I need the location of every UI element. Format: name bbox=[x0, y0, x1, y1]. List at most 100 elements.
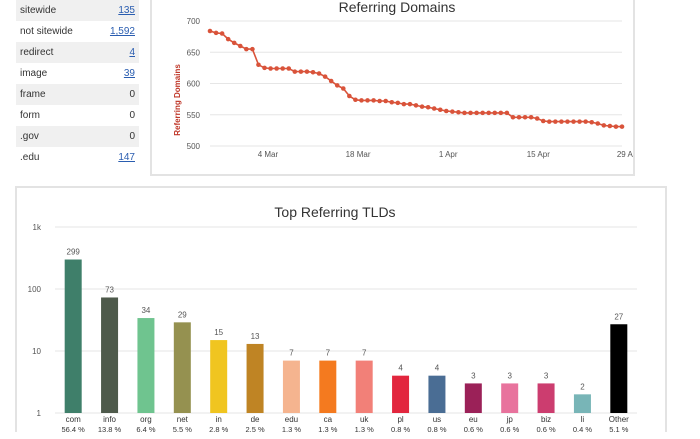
data-point[interactable] bbox=[328, 78, 334, 84]
data-point[interactable] bbox=[462, 110, 467, 116]
data-point[interactable] bbox=[304, 69, 310, 74]
bar[interactable] bbox=[246, 343, 264, 413]
bar[interactable] bbox=[537, 383, 555, 413]
bar-group-jp[interactable]: 3 jp0.6 % bbox=[500, 371, 520, 434]
data-point[interactable] bbox=[504, 110, 510, 116]
data-point[interactable] bbox=[565, 119, 570, 124]
data-point[interactable] bbox=[298, 69, 304, 74]
data-point[interactable] bbox=[492, 110, 498, 116]
data-point[interactable] bbox=[401, 101, 407, 107]
data-point[interactable] bbox=[286, 66, 292, 71]
data-point[interactable] bbox=[528, 114, 534, 120]
bar[interactable] bbox=[137, 318, 155, 413]
bar[interactable] bbox=[173, 322, 191, 413]
data-point[interactable] bbox=[322, 74, 328, 79]
data-point[interactable] bbox=[583, 119, 588, 124]
data-point[interactable] bbox=[553, 119, 558, 124]
data-point[interactable] bbox=[540, 118, 546, 124]
bar[interactable] bbox=[355, 360, 373, 413]
bar-group-de[interactable]: 13 de2.5 % bbox=[245, 332, 265, 434]
data-point[interactable] bbox=[334, 83, 340, 88]
data-point[interactable] bbox=[559, 119, 564, 124]
bar[interactable] bbox=[610, 324, 628, 413]
data-point[interactable] bbox=[480, 110, 485, 116]
data-point[interactable] bbox=[534, 116, 540, 121]
data-point[interactable] bbox=[207, 28, 213, 34]
data-point[interactable] bbox=[231, 40, 237, 46]
bar-group-li[interactable]: 2 li0.4 % bbox=[573, 382, 593, 434]
data-point[interactable] bbox=[516, 114, 522, 120]
data-point[interactable] bbox=[274, 66, 279, 71]
bar[interactable] bbox=[392, 375, 410, 413]
stats-value-link[interactable]: 39 bbox=[123, 68, 135, 79]
data-point[interactable] bbox=[268, 66, 273, 71]
stats-value-link[interactable]: 135 bbox=[118, 5, 135, 16]
bar[interactable] bbox=[319, 360, 337, 413]
data-point[interactable] bbox=[510, 114, 516, 120]
bar[interactable] bbox=[573, 394, 591, 413]
data-point[interactable] bbox=[546, 119, 552, 124]
bar-group-in[interactable]: 15 in2.8 % bbox=[209, 328, 229, 434]
data-point[interactable] bbox=[310, 69, 316, 75]
data-point[interactable] bbox=[486, 110, 492, 116]
bar-group-pl[interactable]: 4 pl0.8 % bbox=[391, 364, 411, 434]
bar[interactable] bbox=[64, 259, 82, 413]
data-point[interactable] bbox=[292, 69, 298, 74]
data-point[interactable] bbox=[244, 46, 249, 52]
data-point[interactable] bbox=[256, 62, 261, 68]
data-point[interactable] bbox=[601, 123, 607, 128]
data-point[interactable] bbox=[383, 98, 389, 104]
data-point[interactable] bbox=[431, 106, 437, 111]
bar[interactable] bbox=[101, 297, 119, 413]
data-point[interactable] bbox=[468, 110, 473, 116]
data-point[interactable] bbox=[589, 119, 595, 125]
data-point[interactable] bbox=[619, 124, 625, 129]
data-point[interactable] bbox=[280, 66, 286, 71]
data-point[interactable] bbox=[607, 123, 613, 129]
data-point[interactable] bbox=[340, 86, 346, 91]
data-point[interactable] bbox=[613, 124, 619, 129]
data-point[interactable] bbox=[219, 31, 225, 36]
data-point[interactable] bbox=[237, 43, 243, 49]
bar[interactable] bbox=[282, 360, 300, 413]
data-point[interactable] bbox=[347, 93, 352, 99]
data-point[interactable] bbox=[407, 101, 413, 107]
data-point[interactable] bbox=[389, 99, 395, 105]
data-point[interactable] bbox=[456, 109, 461, 115]
data-point[interactable] bbox=[443, 108, 449, 114]
data-point[interactable] bbox=[262, 65, 267, 71]
data-point[interactable] bbox=[450, 109, 455, 114]
data-point[interactable] bbox=[413, 103, 419, 108]
data-point[interactable] bbox=[522, 114, 528, 120]
data-point[interactable] bbox=[419, 104, 425, 109]
stats-value-link[interactable]: 4 bbox=[129, 47, 135, 58]
data-point[interactable] bbox=[359, 98, 364, 103]
bar-group-eu[interactable]: 3 eu0.6 % bbox=[464, 371, 484, 434]
data-point[interactable] bbox=[425, 104, 431, 110]
data-point[interactable] bbox=[595, 121, 601, 126]
data-point[interactable] bbox=[225, 36, 231, 42]
data-point[interactable] bbox=[213, 30, 219, 36]
data-point[interactable] bbox=[371, 98, 376, 103]
bar-group-uk[interactable]: 7 uk1.3 % bbox=[355, 349, 375, 434]
data-point[interactable] bbox=[353, 97, 358, 103]
bar[interactable] bbox=[210, 340, 228, 413]
data-point[interactable] bbox=[571, 119, 576, 124]
data-point[interactable] bbox=[577, 119, 582, 124]
stats-value-link[interactable]: 1,592 bbox=[109, 26, 135, 37]
data-point[interactable] bbox=[377, 98, 382, 104]
bar[interactable] bbox=[464, 383, 482, 413]
data-point[interactable] bbox=[437, 107, 443, 113]
bar[interactable] bbox=[428, 375, 446, 413]
stats-value-link[interactable]: 147 bbox=[118, 152, 135, 163]
data-point[interactable] bbox=[498, 110, 504, 116]
data-point[interactable] bbox=[474, 110, 479, 116]
bar[interactable] bbox=[501, 383, 519, 413]
